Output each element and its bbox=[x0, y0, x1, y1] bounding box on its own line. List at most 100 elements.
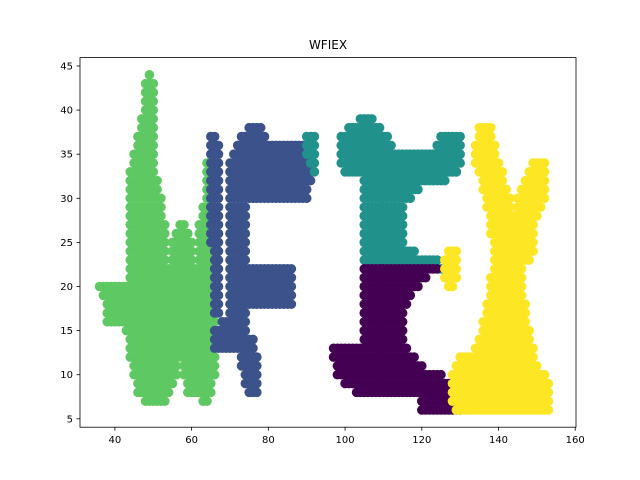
scatter-point bbox=[409, 352, 419, 362]
scatter-point bbox=[451, 246, 462, 257]
y-tick-label: 35 bbox=[60, 150, 73, 161]
scatter-point bbox=[409, 246, 419, 257]
scatter-point bbox=[144, 70, 155, 80]
scatter-point bbox=[148, 105, 159, 115]
scatter-point bbox=[206, 387, 216, 398]
scatter-point bbox=[202, 396, 212, 406]
scatter-point bbox=[532, 211, 542, 221]
y-tick-label: 10 bbox=[60, 370, 73, 381]
scatter-point bbox=[209, 369, 220, 380]
scatter-point bbox=[309, 140, 320, 151]
scatter-point bbox=[171, 369, 182, 380]
scatter-point bbox=[382, 131, 393, 142]
scatter-point bbox=[240, 316, 251, 327]
scatter-point bbox=[516, 281, 527, 292]
scatter-point bbox=[213, 237, 224, 248]
scatter-point bbox=[493, 158, 504, 168]
scatter-point bbox=[148, 149, 159, 159]
scatter-point bbox=[535, 202, 546, 212]
scatter-point bbox=[252, 387, 262, 398]
scatter-point bbox=[397, 237, 408, 248]
scatter-point bbox=[248, 343, 258, 354]
scatter-point bbox=[447, 281, 458, 292]
x-tick-label: 140 bbox=[489, 435, 508, 446]
scatter-point bbox=[213, 246, 224, 257]
y-tick-label: 30 bbox=[60, 194, 73, 205]
scatter-point bbox=[486, 122, 496, 133]
scatter-point bbox=[455, 158, 465, 168]
x-axis-ticks: 40 60 80 100 120 140 160 bbox=[109, 427, 585, 446]
scatter-point bbox=[520, 299, 531, 309]
scatter-point bbox=[505, 193, 515, 204]
scatter-point bbox=[286, 264, 297, 274]
scatter-point bbox=[543, 387, 554, 398]
scatter-point bbox=[309, 149, 320, 159]
x-tick-label: 80 bbox=[262, 435, 275, 446]
scatter-point bbox=[397, 325, 408, 336]
scatter-point bbox=[305, 175, 316, 186]
scatter-point bbox=[455, 149, 465, 159]
scatter-point bbox=[213, 211, 224, 221]
scatter-point bbox=[213, 184, 224, 195]
y-tick-label: 45 bbox=[60, 61, 73, 72]
series-i-bottom bbox=[328, 264, 465, 415]
scatter-point bbox=[497, 167, 508, 177]
x-tick-label: 120 bbox=[412, 435, 431, 446]
scatter-point bbox=[309, 158, 320, 168]
scatter-point bbox=[539, 167, 550, 177]
scatter-point bbox=[252, 361, 262, 371]
scatter-point bbox=[543, 405, 554, 415]
y-tick-label: 25 bbox=[60, 238, 73, 249]
scatter-point bbox=[505, 202, 515, 212]
scatter-point bbox=[186, 255, 197, 265]
scatter-point bbox=[248, 334, 258, 345]
scatter-point bbox=[528, 228, 538, 239]
scatter-point bbox=[148, 96, 159, 107]
scatter-point bbox=[436, 369, 446, 380]
scatter-point bbox=[520, 316, 531, 327]
scatter-point bbox=[209, 316, 220, 327]
scatter-point bbox=[405, 193, 416, 204]
x-tick-label: 40 bbox=[109, 435, 122, 446]
scatter-point bbox=[255, 122, 266, 133]
scatter-point bbox=[539, 175, 550, 186]
scatter-point bbox=[489, 149, 500, 159]
scatter-point bbox=[528, 237, 538, 248]
scatter-point bbox=[259, 131, 270, 142]
scatter-point bbox=[213, 264, 224, 274]
scatter-point bbox=[240, 308, 251, 318]
scatter-point bbox=[148, 131, 159, 142]
scatter-point bbox=[213, 290, 224, 301]
scatter-point bbox=[528, 246, 538, 257]
scatter-point bbox=[501, 184, 511, 195]
y-tick-label: 15 bbox=[60, 326, 73, 337]
scatter-point bbox=[209, 361, 220, 371]
scatter-point bbox=[451, 264, 462, 274]
scatter-point bbox=[159, 219, 170, 230]
scatter-point bbox=[148, 167, 159, 177]
scatter-point bbox=[213, 219, 224, 230]
scatter-point bbox=[286, 299, 297, 309]
scatter-point bbox=[148, 114, 159, 124]
scatter-point bbox=[401, 343, 412, 354]
scatter-point bbox=[524, 334, 534, 345]
scatter-point bbox=[516, 264, 527, 274]
scatter-point bbox=[156, 211, 166, 221]
scatter-point bbox=[159, 237, 170, 248]
scatter-point bbox=[528, 343, 538, 354]
scatter-point bbox=[159, 246, 170, 257]
scatter-point bbox=[240, 246, 251, 257]
scatter-point bbox=[240, 325, 251, 336]
scatter-point bbox=[301, 193, 312, 204]
series-f bbox=[206, 122, 316, 398]
scatter-point bbox=[148, 78, 159, 89]
scatter-point bbox=[179, 219, 189, 230]
scatter-point bbox=[213, 255, 224, 265]
scatter-point bbox=[532, 361, 542, 371]
scatter-point bbox=[539, 193, 550, 204]
scatter-point bbox=[543, 378, 554, 389]
x-tick-label: 60 bbox=[185, 435, 198, 446]
scatter-point bbox=[286, 290, 297, 301]
scatter-point bbox=[240, 219, 251, 230]
scatter-point bbox=[413, 184, 423, 195]
